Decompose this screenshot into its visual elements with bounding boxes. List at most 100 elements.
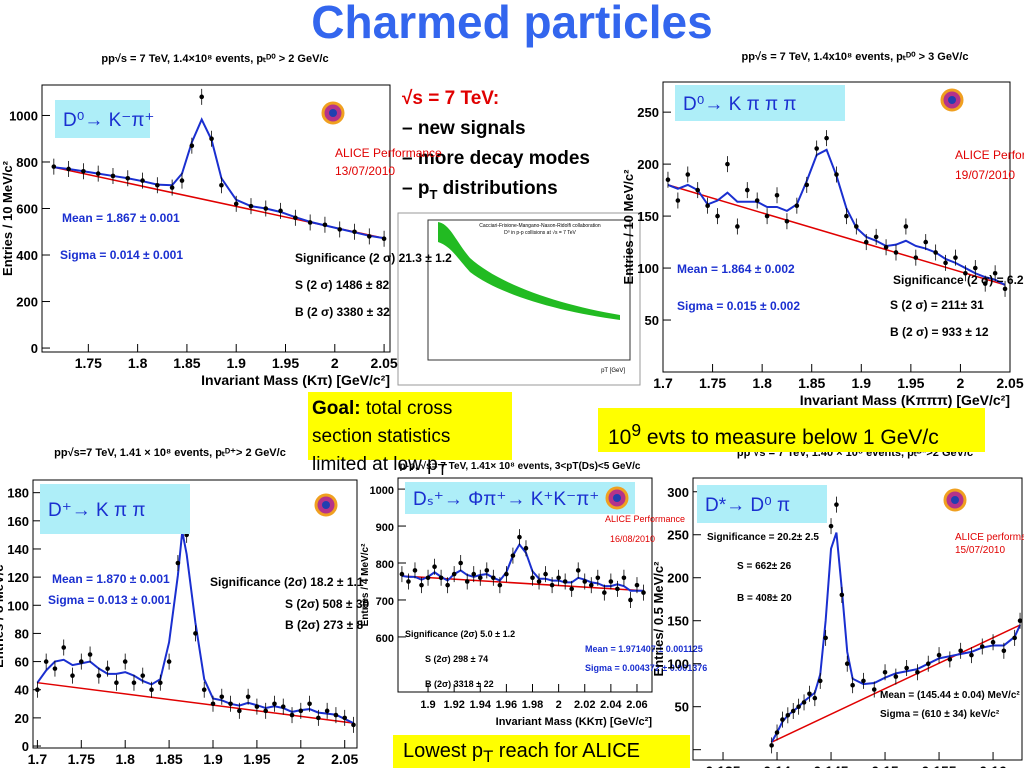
y-tick-label: 600 bbox=[16, 201, 38, 216]
data-point bbox=[863, 239, 869, 245]
theory-band bbox=[438, 222, 620, 320]
data-point bbox=[595, 575, 601, 581]
data-point bbox=[412, 568, 418, 573]
plot-note: S (2σ) 508 ± 30 bbox=[285, 597, 369, 611]
data-point bbox=[915, 670, 920, 675]
data-point bbox=[51, 164, 57, 169]
data-point bbox=[307, 220, 313, 225]
data-point bbox=[35, 687, 40, 693]
data-point bbox=[324, 708, 330, 714]
data-point bbox=[158, 680, 163, 685]
y-tick-label: 50 bbox=[675, 700, 689, 715]
data-point bbox=[641, 590, 646, 595]
mass-plot: pp√s=7 TeV, 1.41 × 10⁸ events, pₜᴰ⁺> 2 G… bbox=[0, 447, 369, 767]
data-point bbox=[122, 659, 128, 664]
x-tick-label: 2.05 bbox=[996, 375, 1023, 391]
y-tick-label: 200 bbox=[16, 295, 38, 310]
data-point bbox=[149, 687, 154, 693]
y-tick-label: 140 bbox=[7, 542, 29, 557]
data-point bbox=[78, 659, 84, 664]
data-point bbox=[105, 666, 110, 671]
data-point bbox=[958, 648, 963, 654]
y-tick-label: 1000 bbox=[370, 485, 394, 497]
data-point bbox=[814, 146, 819, 151]
x-tick-label: 1.8 bbox=[752, 375, 772, 391]
plot-note: Mean = 1.870 ± 0.001 bbox=[52, 572, 170, 586]
data-point bbox=[628, 597, 633, 603]
y-axis-label: Entries / 4 MeV/c² bbox=[360, 543, 371, 626]
data-point bbox=[1017, 618, 1023, 624]
theory-axes bbox=[427, 219, 631, 361]
plot-note: S (2 σ) = 211± 31 bbox=[890, 298, 984, 312]
data-point bbox=[530, 575, 535, 581]
data-point bbox=[233, 201, 239, 207]
plot-note: 19/07/2010 bbox=[955, 168, 1015, 182]
x-tick-label: 2 bbox=[331, 355, 339, 371]
data-point bbox=[979, 644, 985, 649]
evts-box: 109 evts to measure below 1 GeV/c bbox=[598, 408, 985, 452]
plot-header: p-p, √s= 7 TeV, 1.41× 10⁸ events, 3<pT(D… bbox=[400, 461, 641, 472]
data-point bbox=[893, 674, 899, 679]
x-tick-label: 1.75 bbox=[68, 751, 95, 767]
data-point bbox=[289, 712, 295, 718]
lowest-sub: T bbox=[483, 747, 494, 766]
plot-note: S (2σ) 298 ± 74 bbox=[425, 654, 488, 664]
x-tick-label: 1.8 bbox=[128, 355, 148, 371]
data-point bbox=[237, 708, 242, 714]
plot-note: ALICE Performance bbox=[955, 148, 1024, 162]
goal-box: Goal: total cross section statistics lim… bbox=[308, 392, 512, 479]
x-tick-label: 0.135 bbox=[706, 763, 741, 768]
data-point bbox=[95, 171, 101, 176]
x-tick-label: 1.75 bbox=[75, 355, 102, 371]
data-point bbox=[406, 579, 411, 584]
data-point bbox=[801, 700, 807, 705]
goal-sub: T bbox=[437, 461, 448, 479]
x-tick-label: 2.02 bbox=[574, 699, 595, 711]
data-point bbox=[850, 682, 855, 688]
plot-header: pp√s = 7 TeV, 1.4×10⁸ events, pₜᴰ⁰ > 2 G… bbox=[101, 53, 328, 65]
lowest-text: Lowest p bbox=[403, 740, 484, 762]
y-tick-label: 200 bbox=[667, 571, 689, 586]
plot-header: pp√s=7 TeV, 1.41 × 10⁸ events, pₜᴰ⁺> 2 G… bbox=[54, 447, 286, 459]
data-point bbox=[735, 224, 740, 229]
background-fit bbox=[401, 575, 644, 592]
lowest-tail: reach for ALICE bbox=[493, 740, 640, 762]
y-tick-label: 700 bbox=[376, 596, 394, 608]
x-tick-label: 1.85 bbox=[173, 355, 200, 371]
data-point bbox=[834, 502, 839, 507]
plot-note: 16/08/2010 bbox=[610, 534, 655, 544]
plot-note: ALICE performance bbox=[955, 532, 1024, 543]
plot-note: Significance (2σ) 18.2 ± 1.1 bbox=[210, 575, 364, 589]
x-tick-label: 1.94 bbox=[470, 699, 492, 711]
data-point bbox=[715, 213, 720, 219]
data-point bbox=[796, 704, 801, 709]
data-point bbox=[873, 234, 879, 240]
data-point bbox=[665, 177, 671, 183]
data-point bbox=[110, 173, 116, 179]
plot-note: ALICE Performance bbox=[335, 146, 442, 160]
y-axis-label: Entries/ 0.5 MeV/c² bbox=[651, 561, 666, 677]
data-point bbox=[744, 187, 750, 193]
x-tick-label: 1.85 bbox=[155, 751, 182, 767]
mass-plot: pp√s = 7 TeV, 1.4×10⁸ events, pₜᴰ⁰ > 2 G… bbox=[0, 53, 452, 388]
plot-note: Mean = 1.864 ± 0.002 bbox=[677, 262, 795, 276]
plot-header: pp√s = 7 TeV, 1.4x10⁸ events, pₜᴰ⁰ > 3 G… bbox=[742, 51, 969, 63]
y-tick-label: 600 bbox=[376, 633, 394, 645]
x-tick-label: 0.14 bbox=[763, 763, 790, 768]
highlight-sub: T bbox=[429, 187, 437, 202]
data-point bbox=[844, 213, 849, 219]
theory-plot: Cacciari-Frixione-Mangano-Nason-Ridolfi … bbox=[397, 212, 641, 386]
evts-sup: 9 bbox=[631, 420, 642, 440]
data-point bbox=[883, 244, 889, 250]
plot-note: ALICE Performance bbox=[605, 514, 685, 524]
y-axis-label: Entries / 10 MeV/c² bbox=[0, 160, 15, 276]
data-point bbox=[438, 575, 444, 581]
highlight-item: – new signals bbox=[402, 118, 526, 139]
x-axis-label: Invariant Mass (KKπ) [GeV/c²] bbox=[496, 716, 653, 728]
data-point bbox=[754, 198, 760, 203]
x-tick-label: 2 bbox=[957, 375, 965, 391]
data-point bbox=[794, 203, 800, 208]
data-point bbox=[933, 250, 938, 255]
data-point bbox=[695, 187, 700, 193]
